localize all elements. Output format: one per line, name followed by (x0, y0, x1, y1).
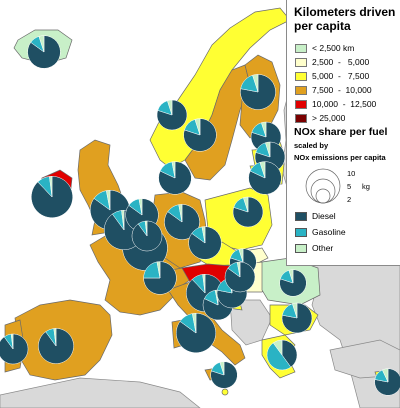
pie-romania (279, 269, 307, 297)
diesel-label: Diesel (312, 211, 336, 221)
emissions-label: NOx emissions per capita (294, 153, 386, 162)
pie-finland-other (252, 74, 259, 93)
pie-united-kingdom-other (106, 189, 111, 211)
size-label-5: 5 (347, 182, 352, 191)
pie-estonia-other (261, 121, 267, 138)
pie-greece-other (272, 339, 283, 356)
other-label: Other (312, 243, 334, 253)
pie-ireland (31, 176, 73, 218)
pie-germany (164, 204, 200, 240)
gasoline-swatch (295, 228, 307, 237)
pie-czech-republic-other (201, 226, 206, 244)
pie-switzerland-diesel (143, 261, 177, 295)
km-swatch-1 (295, 44, 307, 53)
north-africa-land (0, 377, 201, 408)
diesel-swatch (295, 212, 307, 221)
pie-iceland (27, 35, 61, 69)
pie-bulgaria-other (292, 302, 298, 319)
km-label-3: 5,000 - 7,500 (312, 71, 370, 81)
pie-finland (240, 74, 276, 110)
km-label-2: 2,500 - 5,000 (312, 57, 370, 67)
km-swatch-4 (295, 86, 307, 95)
pie-greece (266, 339, 298, 371)
km-swatch-3 (295, 72, 307, 81)
size-circle-2 (315, 188, 331, 204)
pie-czech-republic (188, 226, 222, 260)
scaled-by-label: scaled by (294, 141, 329, 150)
pie-netherlands-other (138, 198, 143, 216)
size-label-2: 2 (347, 195, 352, 204)
pie-luxembourg (131, 220, 163, 252)
pie-cyprus-other (381, 368, 389, 383)
pie-austria-other (202, 274, 206, 294)
pie-layer (0, 35, 400, 396)
unit-label: kg (362, 182, 370, 191)
size-label-10: 10 (347, 169, 356, 178)
km-label-4: 7,500 - 10,000 (312, 85, 372, 95)
pie-lithuania (248, 161, 282, 195)
pie-switzerland-other (156, 261, 161, 279)
pie-portugal (0, 333, 29, 365)
pie-portugal-other (10, 333, 14, 350)
pie-latvia-other (265, 141, 271, 158)
pie-croatia (224, 261, 256, 293)
legend-title: Kilometers driven per capita (294, 5, 395, 33)
size-circle-10 (305, 168, 341, 204)
size-legend-circles (305, 168, 341, 204)
legend-title-line1: Kilometers driven (294, 5, 396, 19)
nox-title: NOx share per fuel (294, 126, 388, 138)
km-label-6: > 25,000 (312, 113, 346, 123)
km-label-1: < 2,500 km (312, 43, 355, 53)
pie-iceland-other (38, 35, 45, 53)
pie-spain-other (53, 328, 57, 347)
pie-spain (38, 328, 74, 364)
other-swatch (295, 244, 307, 253)
pie-germany-other (178, 204, 183, 223)
bay-of-biscay (0, 240, 70, 275)
pie-poland-other (243, 196, 249, 213)
pie-sweden-other (194, 118, 201, 136)
pie-romania-other (288, 269, 294, 284)
pie-italy-other (192, 312, 197, 334)
pie-greece-diesel (281, 339, 298, 368)
pie-ireland-other (49, 176, 53, 198)
pie-cyprus (374, 368, 400, 396)
km-swatch-2 (295, 58, 307, 67)
legend-title-line2: per capita (294, 19, 351, 33)
gasoline-label: Gasoline (312, 227, 346, 237)
size-circle-5 (310, 178, 336, 204)
legend: Kilometers driven per capita < 2,500 km … (286, 0, 400, 266)
pie-malta-other (219, 361, 225, 376)
km-label-5: 10,000 - 12,500 (312, 99, 377, 109)
km-swatch-6 (295, 114, 307, 123)
pie-croatia-other (236, 261, 241, 278)
pie-poland (232, 196, 264, 228)
pie-slovakia-other (238, 248, 244, 263)
pie-norway (156, 99, 188, 131)
pie-bulgaria (281, 302, 313, 334)
pie-luxembourg-other (144, 220, 148, 237)
malta-shape (221, 388, 229, 396)
pie-lithuania-other (259, 161, 266, 179)
pie-greece-gasoline (266, 342, 292, 371)
km-swatch-5 (295, 100, 307, 109)
pie-malta (210, 361, 238, 389)
pie-norway-other (167, 99, 173, 116)
pie-denmark-other (171, 161, 176, 179)
pie-italy (176, 312, 216, 354)
pie-denmark (158, 161, 192, 195)
pie-belgium-other (121, 209, 125, 231)
turkey-land (329, 339, 400, 379)
pie-sweden (183, 118, 217, 152)
pie-switzerland (143, 261, 177, 295)
pie-portugal-diesel (0, 333, 29, 365)
pie-bulgaria-diesel (281, 302, 313, 334)
